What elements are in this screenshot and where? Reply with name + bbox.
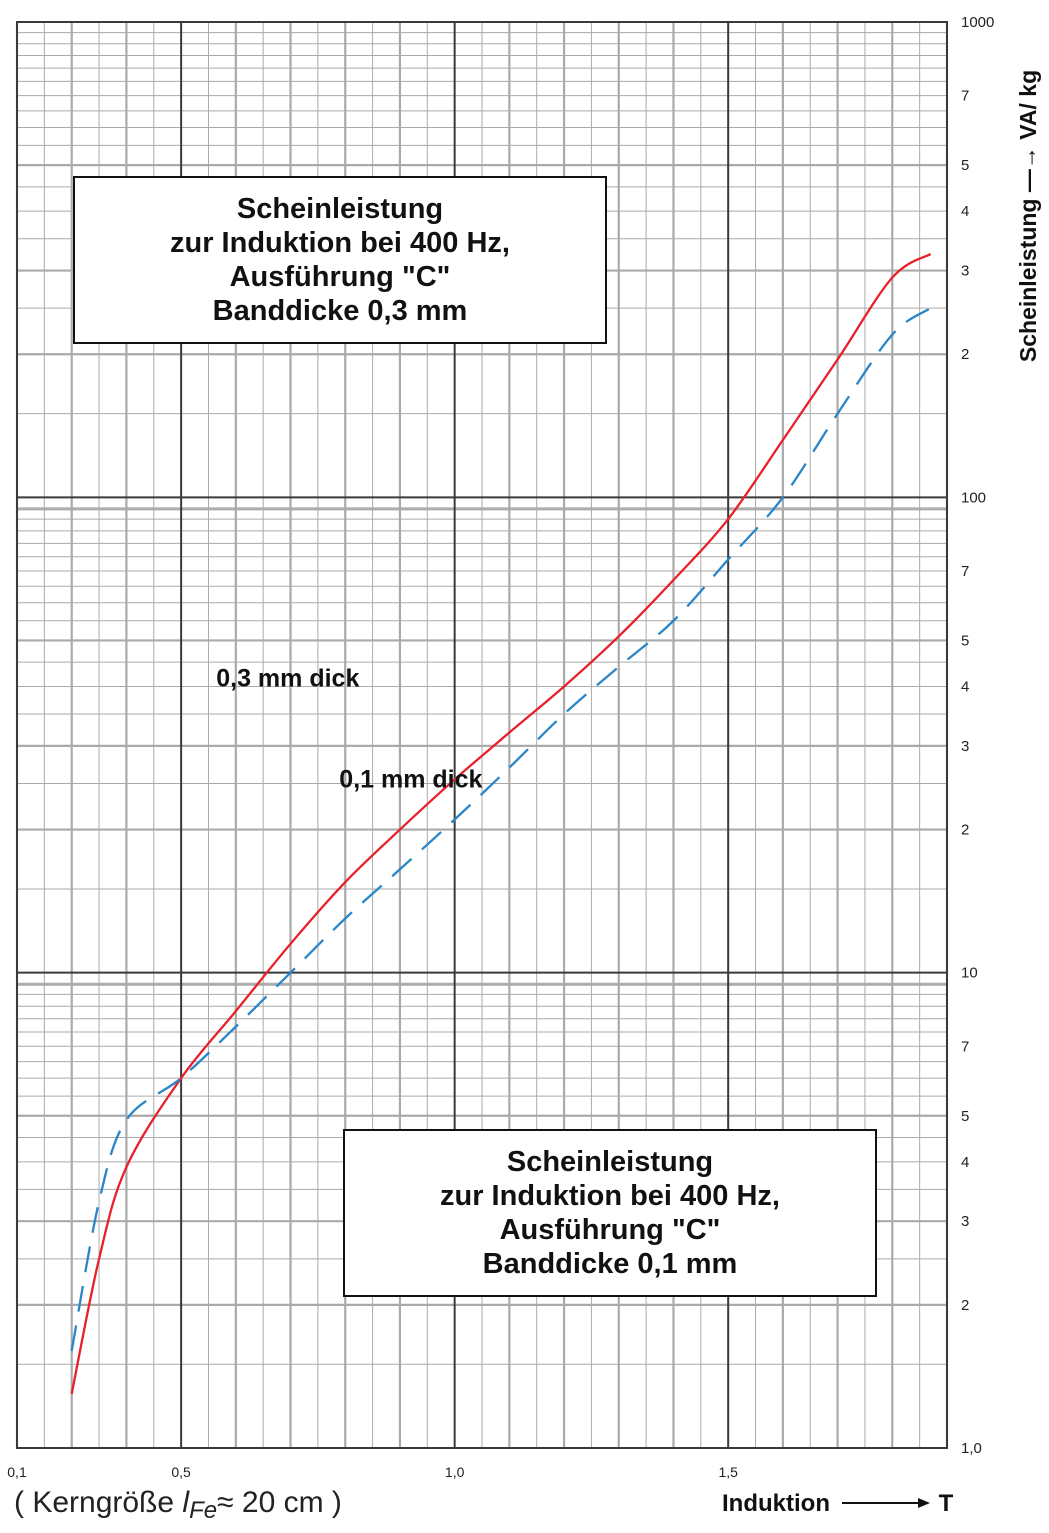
series-group: 0,3 mm dick 0,1 mm dick	[70, 253, 932, 1395]
tick-labels: 0,1 0,5 1,0 1,5 1000 7 5 4 3 2 100 7 5 4 3 2 10 7 5 4 3 2 1,0	[7, 14, 994, 1480]
y-tick-label: 100	[961, 489, 986, 506]
upper-box-line-1: Scheinleistung	[236, 193, 444, 225]
core-size-prefix: ( Kerngröße	[14, 1486, 183, 1519]
y-tick-label: 2	[961, 346, 969, 363]
upper-box-line-2: zur Induktion bei 400 Hz,	[170, 227, 510, 259]
lower-box-line-1: Scheinleistung	[506, 1146, 714, 1178]
y-axis-label: Scheinleistung —→ VA/ kg	[1015, 70, 1041, 362]
y-tick-label: 7	[961, 1038, 969, 1055]
y-tick-label: 5	[961, 632, 969, 649]
y-tick-label: 3	[961, 1213, 969, 1230]
lower-legend-box: Scheinleistung zur Induktion bei 400 Hz,…	[343, 1129, 877, 1297]
x-axis-label: Induktion	[722, 1490, 830, 1517]
y-tick-label: 4	[961, 678, 969, 695]
core-size-symbol: l	[182, 1486, 190, 1519]
x-axis-arrow-head	[918, 1498, 930, 1508]
upper-legend-box: Scheinleistung zur Induktion bei 400 Hz,…	[73, 176, 607, 344]
y-tick-label: 4	[961, 203, 969, 220]
y-tick-label: 5	[961, 1108, 969, 1125]
y-tick-label: 1,0	[961, 1440, 982, 1457]
lower-box-line-4: Banddicke 0,1 mm	[482, 1248, 738, 1280]
y-tick-label: 10	[961, 965, 978, 982]
y-tick-label: 3	[961, 263, 969, 280]
y-tick-label: 4	[961, 1154, 969, 1171]
x-tick-label: 1,5	[718, 1464, 738, 1480]
y-tick-label: 1000	[961, 14, 994, 31]
core-size-subscript: Fe	[189, 1497, 218, 1524]
series-annotation: 0,1 mm dick	[339, 766, 482, 794]
core-size-note: ( Kerngröße lFe≈ 20 cm )	[14, 1486, 342, 1525]
y-tick-label: 2	[961, 1297, 969, 1314]
upper-box-line-3: Ausführung "C"	[229, 261, 451, 293]
axis-labels: Scheinleistung —→ VA/ kg Induktion T	[722, 70, 1041, 1517]
y-tick-label: 7	[961, 88, 969, 105]
y-tick-label: 2	[961, 822, 969, 839]
x-tick-label: 0,1	[7, 1464, 27, 1480]
x-axis-unit: T	[939, 1490, 954, 1517]
x-tick-label: 1,0	[445, 1464, 465, 1480]
plot-frame	[16, 21, 948, 1449]
series-line-0-3mm	[70, 253, 932, 1395]
x-tick-label: 0,5	[171, 1464, 191, 1480]
series-annotation: 0,3 mm dick	[216, 664, 359, 692]
upper-box-line-4: Banddicke 0,3 mm	[212, 295, 468, 327]
y-tick-label: 7	[961, 563, 969, 580]
core-size-suffix: ≈ 20 cm )	[217, 1486, 342, 1519]
y-tick-label: 5	[961, 157, 969, 174]
lower-box-line-3: Ausführung "C"	[499, 1214, 721, 1246]
lower-box-line-2: zur Induktion bei 400 Hz,	[440, 1180, 780, 1212]
y-tick-label: 3	[961, 738, 969, 755]
